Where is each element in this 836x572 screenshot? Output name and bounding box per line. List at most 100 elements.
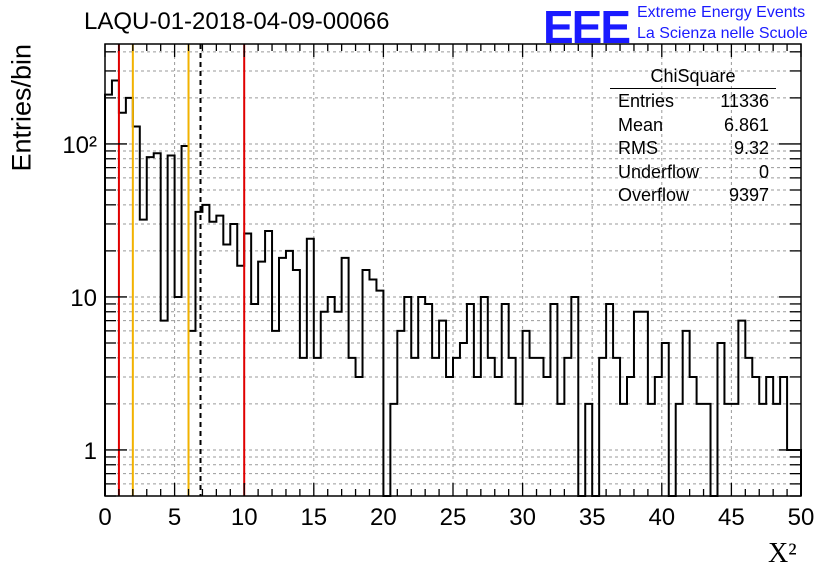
stats-box: ChiSquare Entries 11336 Mean 6.861 RMS 9.32… (610, 66, 776, 208)
histogram-bin (230, 224, 237, 496)
histogram-bin (530, 358, 537, 496)
histogram-bin (502, 304, 509, 496)
histogram-bin (460, 343, 467, 496)
histogram-bin (175, 297, 182, 496)
histogram-bin (147, 157, 154, 496)
x-tick-label: 30 (509, 504, 536, 531)
histogram-bin (509, 358, 516, 496)
histogram-bin (293, 270, 300, 496)
chart-title: LAQU-01-2018-04-09-00066 (84, 8, 390, 35)
histogram-bin (216, 216, 223, 496)
histogram-bin (585, 404, 592, 496)
histogram-bin (564, 358, 571, 496)
x-tick-label: 50 (788, 504, 815, 531)
histogram-bin (411, 358, 418, 496)
histogram-bin (286, 251, 293, 496)
histogram-outline (104, 79, 802, 497)
histogram-bin (641, 312, 648, 496)
histogram-bin (516, 404, 523, 496)
y-tick-label: 10² (62, 132, 97, 159)
histogram-bin (620, 404, 627, 496)
histogram-bin (314, 358, 321, 496)
histogram-bin (676, 404, 683, 496)
histogram-bin (550, 304, 557, 496)
histogram-bin (300, 358, 307, 496)
histogram-bin (272, 331, 279, 496)
histogram-bin (648, 404, 655, 496)
histogram-bin (627, 377, 634, 496)
histogram-bin (662, 343, 669, 496)
y-tick-label: 10 (70, 285, 97, 312)
histogram-bin (697, 404, 704, 496)
histogram-bin (335, 312, 342, 496)
histogram-bin (321, 312, 328, 496)
stats-title: ChiSquare (610, 66, 776, 89)
axis-tick-labels: 0 5 10 15 20 25 30 35 40 45 50 1 10 10² (62, 132, 814, 531)
marker-lines (117, 44, 246, 496)
histogram-bin (439, 321, 446, 496)
histogram-bin (140, 220, 147, 496)
histogram-bin (537, 358, 544, 496)
histogram-bin (731, 404, 738, 496)
histogram-bin (690, 377, 697, 496)
histogram-bin (133, 127, 140, 496)
histogram-bin (404, 297, 411, 496)
histogram-bin (265, 231, 272, 496)
histogram-bin (453, 358, 460, 496)
histogram-bin (397, 331, 404, 496)
histogram-bin (154, 153, 161, 496)
stats-row: Entries 11336 (618, 91, 769, 111)
histogram-bin (119, 113, 126, 496)
histogram-bin (766, 377, 773, 496)
x-tick-label: 10 (231, 504, 258, 531)
y-tick-label: 1 (84, 438, 97, 465)
x-tick-label: 20 (370, 504, 397, 531)
x-tick-label: 15 (300, 504, 327, 531)
histogram-bin (418, 297, 425, 496)
histogram-bin (209, 222, 216, 496)
histogram-bin (467, 304, 474, 496)
histogram-bin (683, 331, 690, 496)
histogram-bin (432, 358, 439, 496)
histogram-bin (244, 233, 251, 496)
histogram-bin (543, 377, 550, 496)
histogram-bin (363, 270, 370, 496)
histogram-bin (481, 297, 488, 496)
histogram-bin (425, 304, 432, 496)
x-tick-label: 35 (579, 504, 606, 531)
x-tick-label: 40 (648, 504, 675, 531)
histogram-bin (342, 258, 349, 496)
stats-row: Mean 6.861 (618, 114, 769, 135)
x-tick-label: 25 (440, 504, 467, 531)
histogram-bin (571, 297, 578, 496)
axis-ticks (104, 44, 802, 497)
histogram-bin (189, 331, 196, 496)
histogram-bin (356, 377, 363, 496)
histogram-bin (634, 312, 641, 496)
histogram-bin (557, 404, 564, 496)
histogram-bin (745, 358, 752, 496)
histogram-bin (724, 404, 731, 496)
histogram-bin (307, 239, 314, 496)
histogram-bin (182, 146, 189, 496)
histogram-bin (202, 205, 209, 496)
histogram-bin (655, 377, 662, 496)
histogram-bin (161, 321, 168, 496)
stats-row: RMS 9.32 (618, 138, 769, 158)
stats-row: Overflow 9397 (618, 185, 769, 205)
histogram-bin (349, 358, 356, 496)
histogram-bin (752, 377, 759, 496)
histogram-bin (780, 377, 787, 496)
histogram-bin (112, 80, 119, 496)
logo-text-line1: Extreme Energy Events (637, 4, 806, 21)
stats-row: Underflow 0 (618, 161, 769, 182)
histogram-bin (279, 258, 286, 496)
histogram-bin (488, 358, 495, 496)
histogram-bin (759, 404, 766, 496)
histogram-bin (168, 156, 175, 496)
x-tick-label: 0 (98, 504, 111, 531)
histogram-bin (105, 95, 112, 496)
histogram-bin (223, 245, 230, 496)
histogram-bin (474, 377, 481, 496)
